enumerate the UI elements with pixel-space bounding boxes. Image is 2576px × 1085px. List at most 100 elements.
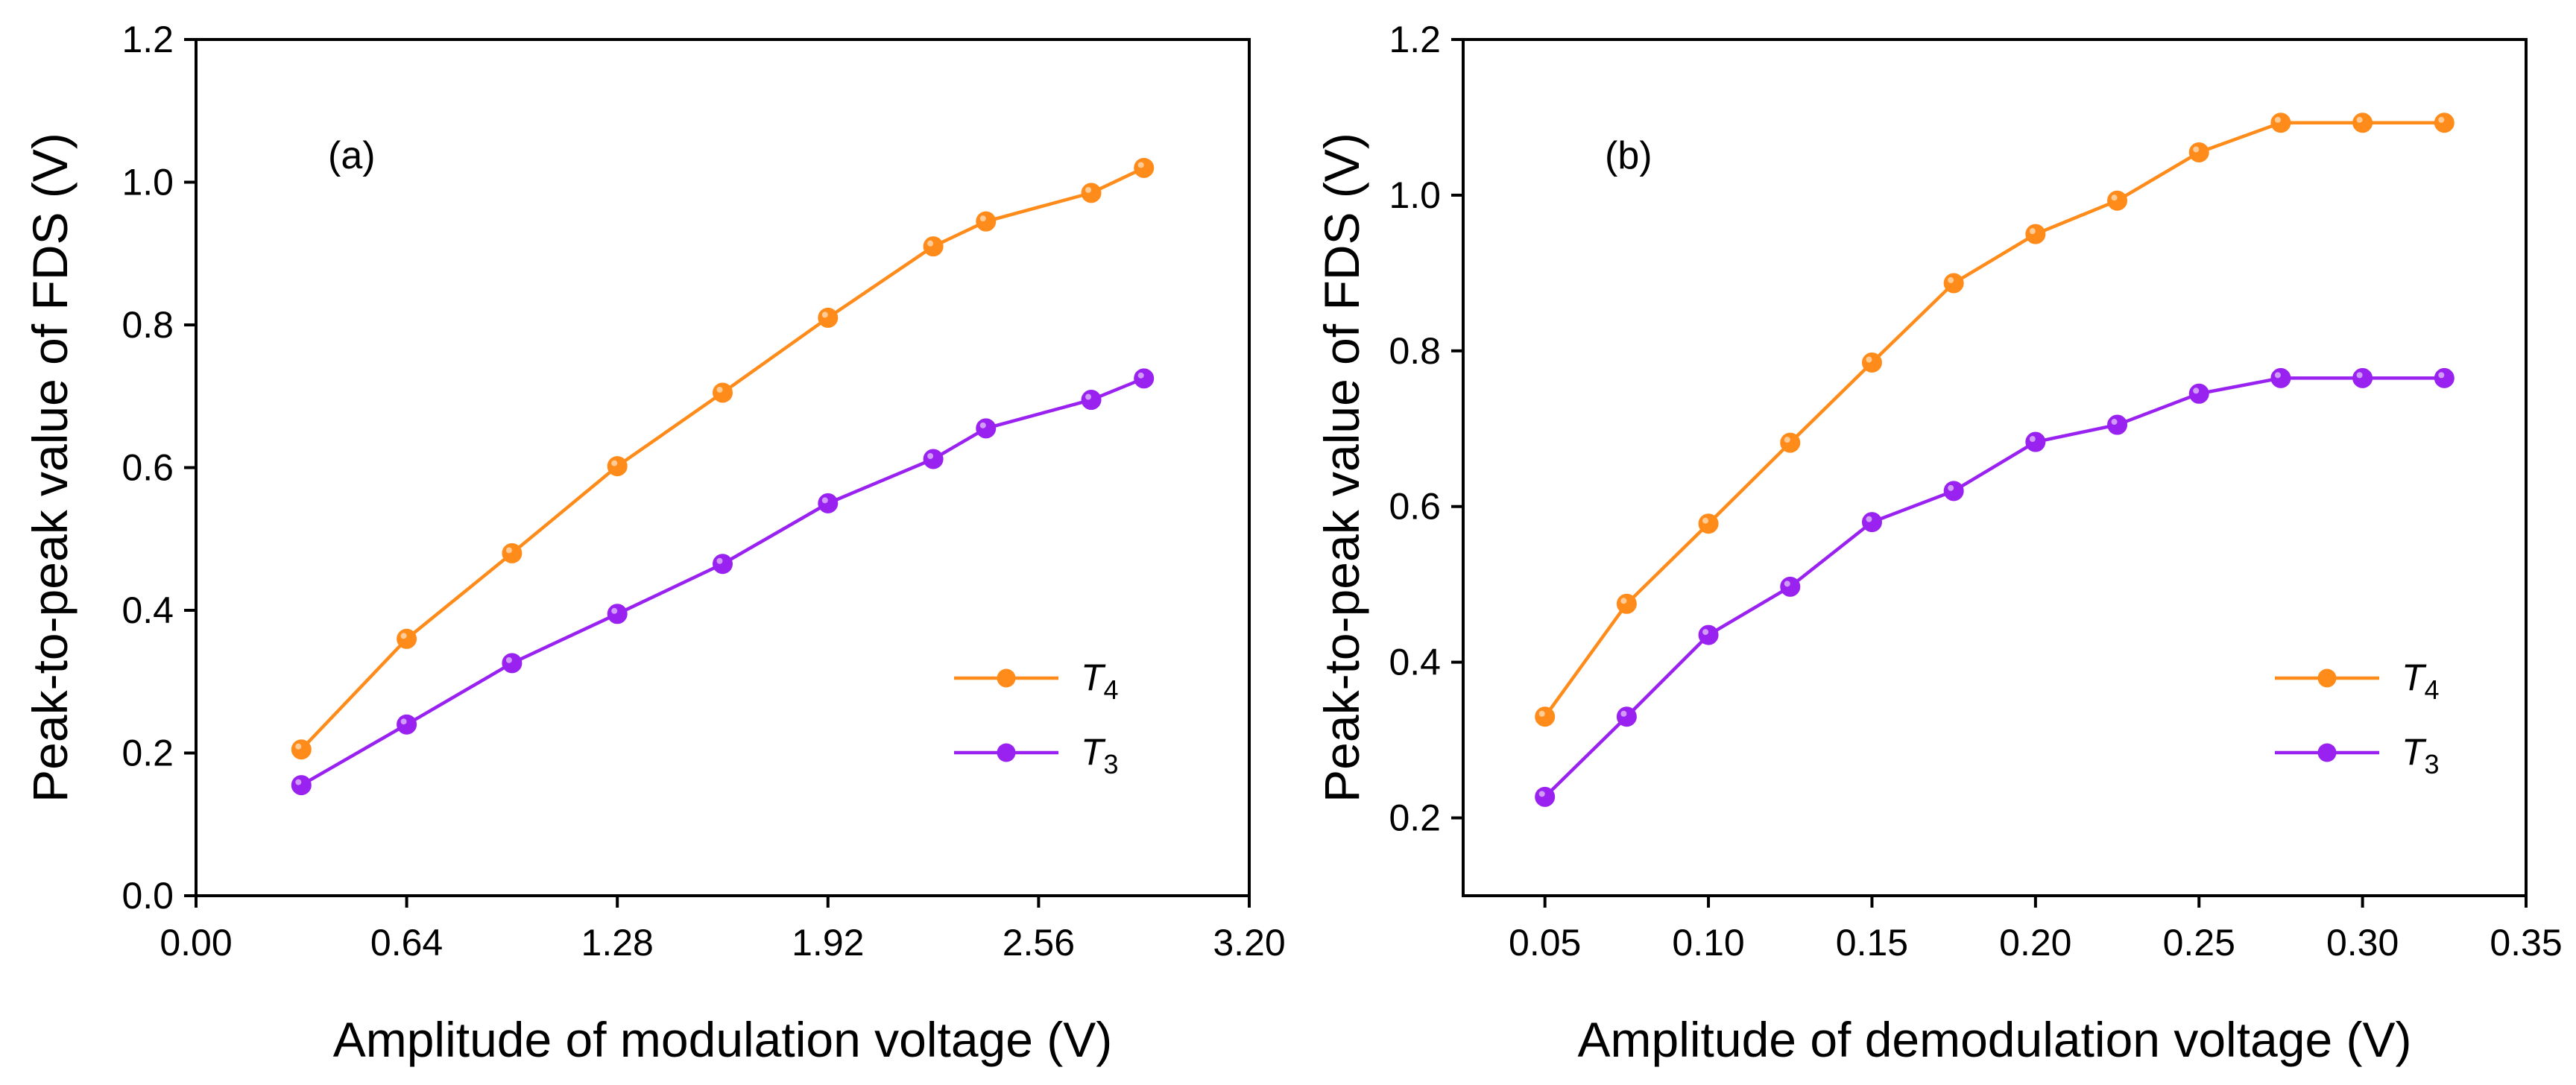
data-point (2025, 431, 2046, 452)
plot-frame (1462, 38, 2528, 897)
data-point-highlight (1702, 629, 1709, 636)
data-point-highlight (979, 215, 986, 222)
data-point-highlight (611, 460, 618, 466)
legend-series-subscript: 4 (1104, 674, 1119, 705)
data-point (291, 739, 312, 760)
x-tick-label: 0.30 (2326, 922, 2399, 964)
data-point (923, 449, 944, 469)
data-point (397, 628, 417, 649)
data-point (2270, 367, 2291, 388)
x-tick-label: 0.15 (1836, 922, 1908, 964)
chart-panel-b: 0.05 0.10 0.15 0.20 0.25 0.30 0.35 0.2 0.4 0.6 0.8… (1314, 19, 2563, 1067)
data-point-highlight (821, 311, 828, 318)
data-point (713, 554, 733, 575)
data-point (2352, 367, 2373, 388)
data-point (1134, 368, 1155, 389)
data-point (1134, 157, 1155, 178)
y-tick-label: 1.0 (121, 162, 174, 203)
data-point (1943, 481, 1964, 502)
data-point-highlight (1784, 437, 1790, 443)
y-tick-label: 0.2 (121, 733, 174, 774)
data-point (2434, 367, 2455, 388)
y-tick-label: 0.8 (121, 304, 174, 346)
legend-marker (2317, 743, 2337, 762)
panel-label: (a) (328, 134, 376, 177)
legend-series-name: T (1081, 657, 1106, 698)
data-point-highlight (505, 657, 512, 663)
y-axis-title: Peak-to-peak value of FDS (V) (22, 133, 78, 803)
x-tick-label: 2.56 (1003, 922, 1075, 964)
y-tick-label: 0.6 (121, 447, 174, 489)
series-line-t4 (300, 166, 1145, 751)
legend-series-name: T (2402, 731, 2427, 773)
data-point (2434, 113, 2455, 133)
data-point-highlight (2193, 388, 2200, 394)
y-tick-label: 1.2 (121, 19, 174, 60)
data-point-highlight (2029, 436, 2036, 443)
y-tick-label: 0.4 (1389, 642, 1441, 683)
legend-series-name: T (1081, 731, 1106, 773)
data-point-highlight (1948, 276, 1954, 283)
data-point-highlight (2438, 116, 2445, 123)
x-tick-label: 0.20 (1999, 922, 2071, 964)
legend-entry-label: T3 (1081, 731, 1119, 779)
data-point-highlight (1948, 484, 1954, 491)
series-line-t4 (1543, 121, 2445, 718)
legend-series-subscript: 3 (1104, 749, 1119, 779)
x-tick-label: 0.35 (2490, 922, 2562, 964)
data-point-highlight (2111, 194, 2118, 201)
data-point (1698, 624, 1719, 645)
y-tick-label: 0.2 (1389, 797, 1441, 839)
x-axis-title: Amplitude of demodulation voltage (V) (1578, 1012, 2412, 1067)
data-point-highlight (400, 718, 407, 725)
series-line-t3 (1544, 376, 2445, 798)
data-point (2270, 113, 2291, 133)
data-point-highlight (611, 607, 618, 614)
data-point-highlight (505, 547, 512, 554)
y-tick-label: 0.0 (121, 875, 174, 917)
data-point (2188, 142, 2209, 162)
data-point-highlight (927, 240, 934, 247)
legend-series-name: T (2402, 657, 2427, 698)
data-point-highlight (2356, 116, 2363, 123)
data-point-highlight (1085, 393, 1092, 400)
x-tick-label: 3.20 (1213, 922, 1285, 964)
legend-entry-label: T4 (1081, 657, 1119, 705)
data-point (1780, 432, 1801, 453)
data-point-highlight (2274, 372, 2281, 379)
y-tick-label: 0.6 (1389, 486, 1441, 528)
data-point-highlight (821, 497, 828, 504)
legend-series-subscript: 4 (2425, 674, 2440, 705)
data-point (1616, 706, 1637, 727)
data-point (1616, 593, 1637, 614)
legend-entry-label: T4 (2402, 657, 2440, 705)
x-tick-label: 0.10 (1672, 922, 1744, 964)
data-point (1081, 390, 1102, 411)
data-point-highlight (1702, 517, 1709, 524)
data-point-highlight (2274, 116, 2281, 123)
data-point-highlight (2438, 372, 2445, 379)
legend-marker (997, 668, 1016, 688)
data-point-highlight (1866, 516, 1872, 522)
legend-marker (997, 743, 1016, 762)
data-point (976, 418, 997, 439)
x-tick-label: 0.05 (1509, 922, 1581, 964)
data-point-highlight (927, 453, 934, 460)
data-point (502, 542, 523, 563)
data-point (2188, 383, 2209, 404)
data-point-highlight (1085, 186, 1092, 193)
legend-series-subscript: 3 (2425, 749, 2440, 779)
x-tick-label: 1.92 (792, 922, 864, 964)
data-point-highlight (400, 633, 407, 639)
data-point (923, 236, 944, 257)
data-point (1698, 513, 1719, 534)
data-point-highlight (295, 743, 302, 750)
data-point-highlight (1137, 372, 1144, 379)
data-point (291, 775, 312, 796)
data-point (1861, 352, 1882, 373)
data-point-highlight (2029, 228, 2036, 235)
data-point (2107, 414, 2128, 435)
data-point-highlight (1137, 162, 1144, 168)
x-axis-title: Amplitude of modulation voltage (V) (333, 1012, 1113, 1067)
data-point-highlight (716, 386, 723, 393)
